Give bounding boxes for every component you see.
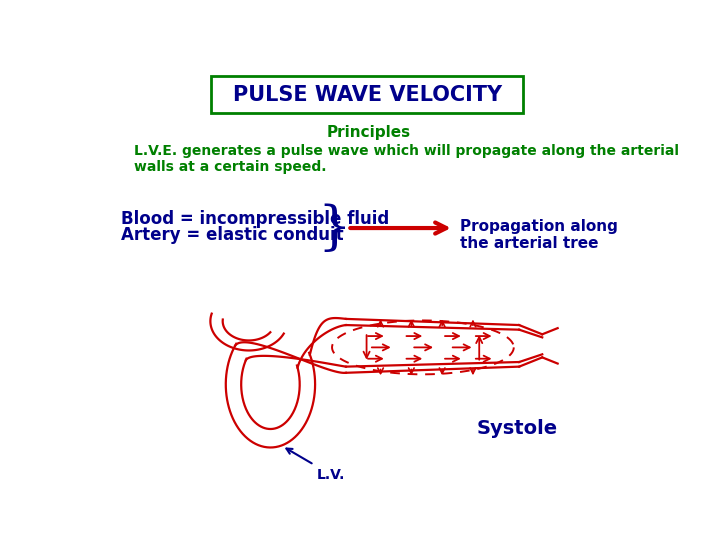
Text: Propagation along
the arterial tree: Propagation along the arterial tree — [460, 219, 618, 251]
Text: L.V.E. generates a pulse wave which will propagate along the arterial
walls at a: L.V.E. generates a pulse wave which will… — [134, 144, 679, 174]
Text: Systole: Systole — [477, 419, 558, 438]
FancyBboxPatch shape — [211, 76, 523, 113]
Text: Principles: Principles — [327, 125, 411, 140]
Text: Artery = elastic conduit: Artery = elastic conduit — [121, 226, 343, 245]
Text: PULSE WAVE VELOCITY: PULSE WAVE VELOCITY — [233, 85, 502, 105]
Text: L.V.: L.V. — [287, 449, 345, 482]
Text: }: } — [318, 202, 351, 254]
Text: Blood = incompressible fluid: Blood = incompressible fluid — [121, 210, 390, 227]
